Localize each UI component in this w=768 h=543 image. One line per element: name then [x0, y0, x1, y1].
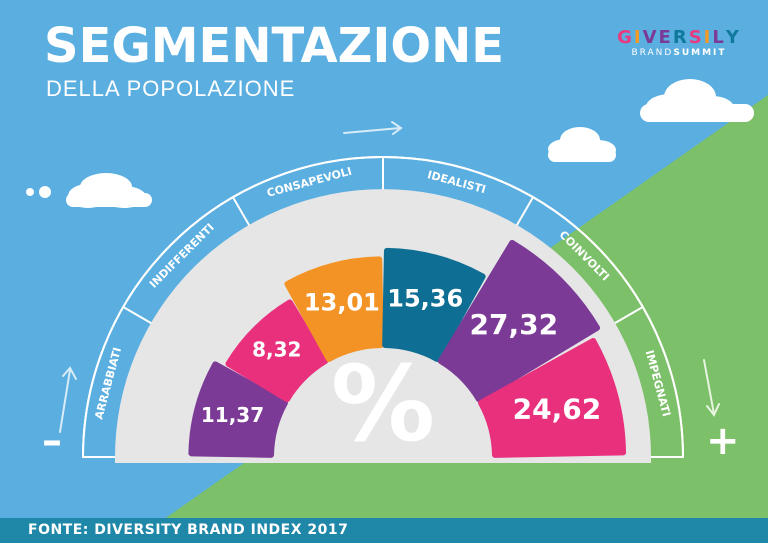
gauge-segment: [188, 361, 288, 458]
minus-symbol: –: [42, 418, 62, 464]
category-divider: [122, 306, 155, 326]
brand-logo: GIVERSILY BRANDSUMMIT: [604, 28, 754, 59]
footer-bar: FONTE: DIVERSITY BRAND INDEX 2017: [0, 518, 768, 543]
gauge-segment: [225, 299, 329, 403]
category-divider: [611, 306, 644, 326]
category-divider: [232, 196, 252, 229]
logo-letter: G: [617, 27, 634, 48]
logo-letter: L: [712, 27, 726, 48]
value-label: 11,37: [201, 403, 264, 427]
logo-letter: I: [703, 27, 713, 48]
value-label: 8,32: [252, 337, 301, 361]
logo-subtitle: BRANDSUMMIT: [631, 48, 727, 58]
logo-letter: E: [658, 27, 673, 48]
source-note: FONTE: DIVERSITY BRAND INDEX 2017: [28, 522, 349, 538]
gauge-segment: [382, 247, 486, 362]
gauge-segment: [284, 256, 384, 362]
arrow-up-icon: [59, 366, 77, 433]
category-divider: [514, 196, 534, 229]
logo-letter: V: [642, 27, 659, 48]
logo-letter: R: [672, 27, 689, 48]
logo-wordmark: GIVERSILY: [604, 28, 754, 48]
logo-letter: Y: [725, 27, 741, 48]
cloud-icon: [548, 127, 616, 162]
gauge-segment: [437, 239, 601, 403]
value-label: 27,32: [470, 308, 559, 341]
cloud-icon: [26, 173, 152, 208]
value-label: 13,01: [304, 289, 380, 317]
value-label: 15,36: [387, 284, 463, 312]
arrow-right-icon: [343, 121, 403, 135]
logo-letter: S: [688, 27, 704, 48]
page-subtitle: DELLA POPOLAZIONE: [46, 76, 296, 101]
page-title: SEGMENTAZIONE: [44, 18, 505, 74]
logo-letter: I: [633, 27, 643, 48]
arrow-down-icon: [703, 359, 720, 417]
value-label: 24,62: [513, 392, 602, 425]
gauge-segment: [478, 337, 627, 458]
plus-symbol: +: [706, 418, 740, 464]
percent-symbol: %: [331, 343, 435, 465]
cloud-icon: [640, 79, 754, 122]
